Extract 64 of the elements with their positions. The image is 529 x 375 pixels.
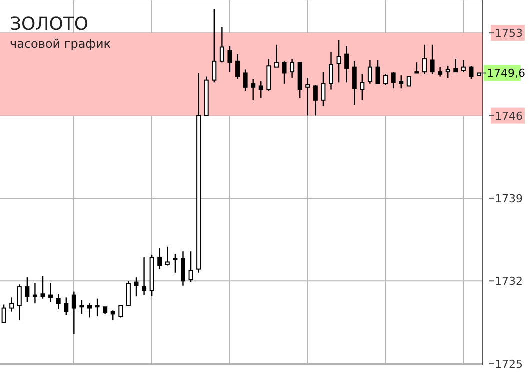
candlestick: [134, 276, 139, 298]
y-tick-label: 1732: [495, 275, 523, 288]
candlestick: [274, 44, 279, 68]
candlestick: [110, 310, 116, 321]
candlestick: [454, 58, 458, 73]
candlestick: [25, 276, 30, 303]
candlestick: [344, 45, 350, 84]
candlestick: [384, 74, 388, 86]
candlestick: [376, 60, 380, 84]
candlestick: [251, 78, 256, 102]
candlestick: [282, 60, 287, 84]
candlestick: [64, 297, 69, 316]
candlestick: [360, 74, 365, 102]
y-tick-label: 1746: [495, 110, 523, 123]
candlestick: [306, 77, 310, 116]
candlestick: [469, 66, 474, 80]
candlestick: [142, 256, 147, 296]
candlestick: [391, 71, 396, 90]
candlestick: [368, 60, 372, 84]
candlestick: [430, 44, 435, 76]
text: часовой график: [10, 36, 111, 52]
candlestick: [48, 282, 54, 303]
candlestick: [72, 291, 76, 335]
candlestick: [352, 60, 357, 106]
candlestick: [461, 60, 466, 73]
candlestick: [438, 66, 443, 78]
candlestick: [313, 84, 318, 116]
candlestick: [95, 298, 100, 318]
candlestick: [80, 299, 84, 315]
candlestick: [17, 284, 22, 321]
candlestick: [188, 251, 194, 283]
candlestick: [126, 280, 131, 307]
candlestick: [266, 58, 272, 92]
candlestick: [40, 276, 46, 300]
candlestick: [399, 75, 404, 90]
y-tick-label: 1753: [495, 27, 523, 40]
candlestick: [10, 297, 14, 312]
candlestick: [336, 40, 342, 84]
candlestick: [220, 26, 224, 64]
candlestick: [406, 76, 412, 87]
candlestick: [258, 80, 264, 99]
candlestick: [32, 282, 38, 304]
candlestick: [180, 251, 186, 286]
text: ЗОЛОТО: [10, 14, 90, 36]
candlestick: [414, 62, 420, 74]
candlestick: [329, 51, 334, 90]
candlestick: [243, 69, 248, 92]
candlestick: [228, 45, 232, 73]
candlestick: [165, 246, 170, 266]
candlestick: [173, 253, 178, 274]
candlestick: [236, 54, 240, 80]
candlestick: [212, 8, 217, 84]
candlestick: [118, 305, 124, 318]
candlestick: [88, 302, 92, 318]
y-tick-label: 1739: [495, 192, 523, 206]
y-tick-label: 1725: [495, 358, 523, 371]
candlestick: [446, 66, 450, 79]
candlestick: [158, 247, 162, 270]
candlestick: [321, 71, 326, 107]
text: 1749,6: [487, 67, 526, 80]
candlestick: [290, 58, 295, 79]
candlestick: [56, 294, 61, 310]
candlestick: [2, 304, 6, 324]
candlestick: [422, 44, 427, 76]
